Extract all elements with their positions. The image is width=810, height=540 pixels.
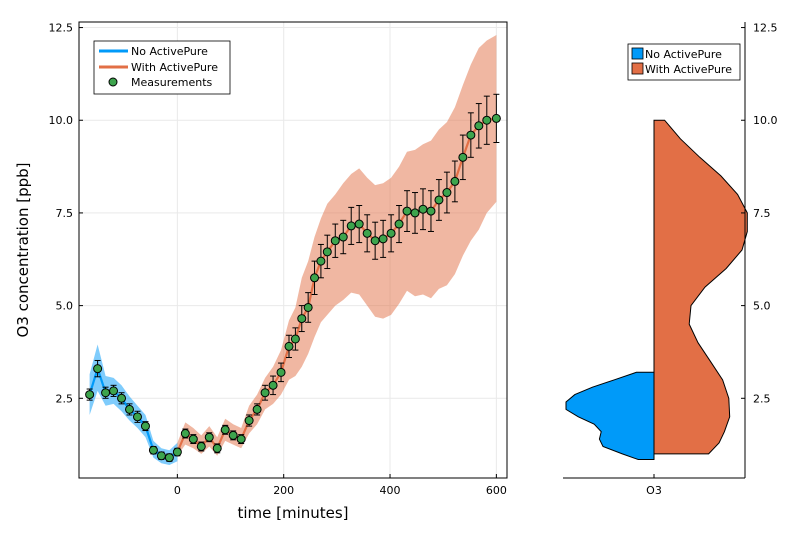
violin-y-tick-label: 2.5	[753, 392, 771, 405]
violin-y-axis-ticks: 2.5 5.0 7.5 10.0 12.5	[741, 22, 778, 405]
measurement-point	[85, 390, 95, 400]
measurement-point	[338, 232, 348, 242]
measurement-points	[85, 113, 501, 463]
measurement-point	[290, 334, 300, 344]
legend-label-with-activepure: With ActivePure	[131, 61, 218, 74]
violin-legend-swatch-with-activepure	[631, 62, 644, 75]
violin-with-activepure	[653, 119, 748, 455]
legend-swatch-measurements	[108, 77, 118, 87]
measurement-point	[482, 115, 492, 125]
violin-legend-box	[627, 43, 741, 81]
violins	[565, 119, 748, 460]
y-tick-label: 7.5	[56, 207, 74, 220]
measurement-point	[93, 364, 103, 374]
measurement-point	[330, 236, 340, 246]
x-tick-label: 400	[380, 484, 401, 497]
measurement-point	[426, 206, 436, 216]
violin-y-tick-label: 7.5	[753, 207, 771, 220]
measurement-point	[474, 121, 484, 131]
measurement-point	[418, 204, 428, 214]
y-tick-label: 2.5	[56, 392, 74, 405]
measurement-point	[394, 219, 404, 229]
x-axis-ticks: 0 200 400 600	[174, 474, 507, 497]
measurement-point	[410, 208, 420, 218]
y-tick-label: 12.5	[49, 22, 74, 35]
measurement-point	[220, 425, 230, 435]
measurement-point	[132, 412, 142, 422]
y-tick-label: 10.0	[49, 114, 74, 127]
measurement-point	[276, 367, 286, 377]
x-axis-label: time [minutes]	[237, 504, 348, 522]
violin-axes	[563, 22, 746, 479]
y-axis-label: O3 concentration [ppb]	[14, 162, 32, 337]
measurement-point	[172, 447, 182, 457]
measurement-point	[101, 388, 111, 398]
measurement-point	[284, 341, 294, 351]
x-tick-label: 200	[273, 484, 294, 497]
violin-legend: No ActivePure With ActivePure	[627, 43, 741, 81]
measurement-point	[322, 247, 332, 257]
violin-y-tick-label: 12.5	[753, 22, 778, 35]
measurement-point	[346, 221, 356, 231]
confidence-bands	[89, 35, 497, 465]
measurement-point	[303, 302, 313, 312]
measurement-point	[204, 432, 214, 442]
violin-legend-swatch-no-activepure	[631, 47, 644, 60]
measurement-point	[442, 188, 452, 198]
band-no-activepure	[89, 344, 178, 465]
measurement-point	[180, 429, 190, 439]
y-axis-ticks: 2.5 5.0 7.5 10.0 12.5	[49, 22, 83, 405]
measurement-point	[236, 434, 246, 444]
measurement-point	[491, 113, 501, 123]
measurement-point	[212, 443, 222, 453]
x-tick-label: 0	[174, 484, 181, 497]
measurement-point	[466, 130, 476, 140]
measurement-point	[117, 393, 127, 403]
violin-panel: 2.5 5.0 7.5 10.0 12.5 O3 No ActivePure With …	[563, 22, 778, 497]
legend-label-measurements: Measurements	[131, 76, 213, 89]
violin-legend-label-with-activepure: With ActivePure	[645, 63, 732, 76]
violin-category-label: O3	[646, 484, 662, 497]
measurement-point	[125, 404, 135, 414]
plot-frame	[78, 21, 508, 479]
measurement-point	[378, 234, 388, 244]
measurement-point	[316, 256, 326, 266]
measurement-point	[140, 421, 150, 431]
x-tick-label: 600	[486, 484, 507, 497]
measurement-point	[310, 273, 320, 283]
measurement-point	[164, 453, 174, 463]
measurement-point	[402, 206, 412, 216]
measurement-point	[450, 176, 460, 186]
measurement-point	[458, 152, 468, 162]
measurement-point	[260, 388, 270, 398]
violin-legend-label-no-activepure: No ActivePure	[645, 48, 722, 61]
measurement-point	[244, 416, 254, 426]
band-with-activepure	[177, 35, 497, 456]
time-series-panel: 0 200 400 600 2.5 5.0 7.5 10.0 12.5 time [minut…	[14, 21, 508, 522]
measurement-point	[156, 451, 166, 461]
violin-y-tick-label: 10.0	[753, 114, 778, 127]
measurement-point	[148, 445, 158, 455]
measurement-point	[354, 219, 364, 229]
violin-y-tick-label: 5.0	[753, 300, 771, 313]
measurement-point	[188, 434, 198, 444]
measurement-point	[362, 228, 372, 238]
legend: No ActivePure With ActivePure Measuremen…	[93, 40, 231, 95]
measurement-point	[109, 386, 119, 396]
measurement-point	[196, 441, 206, 451]
measurement-point	[297, 314, 307, 324]
measurement-point	[370, 236, 380, 246]
measurement-point	[268, 380, 278, 390]
measurement-point	[386, 228, 396, 238]
violin-no-activepure	[565, 371, 655, 460]
legend-label-no-activepure: No ActivePure	[131, 45, 208, 58]
measurement-point	[252, 404, 262, 414]
y-tick-label: 5.0	[56, 300, 74, 313]
measurement-point	[434, 195, 444, 205]
measurement-point	[228, 430, 238, 440]
